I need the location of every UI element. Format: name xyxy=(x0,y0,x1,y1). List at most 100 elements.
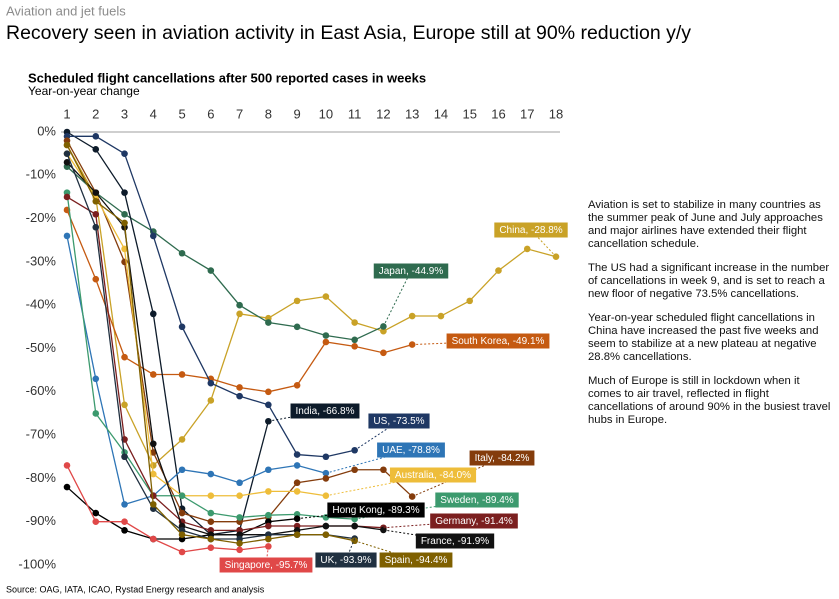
data-label: Hong Kong, -89.3% xyxy=(332,505,419,516)
y-tick-label: -80% xyxy=(26,470,57,485)
data-point xyxy=(236,546,243,554)
series-line xyxy=(66,235,327,506)
data-label: South Korea, -49.1% xyxy=(452,336,545,347)
notes: Aviation is set to stabilize in many cou… xyxy=(588,199,833,438)
data-point xyxy=(92,197,100,205)
data-point xyxy=(351,319,358,326)
data-point xyxy=(293,323,301,331)
y-tick-label: -10% xyxy=(26,167,57,182)
data-label-group: China, -28.8% xyxy=(494,222,568,238)
data-label: UK, -93.9% xyxy=(320,555,371,566)
data-point xyxy=(121,150,128,157)
data-point xyxy=(92,223,100,231)
data-point xyxy=(380,466,387,474)
data-label: UAE, -78.8% xyxy=(382,445,440,456)
data-point xyxy=(63,141,71,149)
data-point xyxy=(265,488,272,495)
x-tick-label: 2 xyxy=(92,106,99,121)
data-point xyxy=(207,379,215,387)
data-point xyxy=(207,544,215,551)
x-tick-label: 3 xyxy=(121,106,128,121)
data-point xyxy=(63,462,71,469)
data-point xyxy=(92,375,100,383)
leader-line xyxy=(383,520,475,529)
data-point xyxy=(293,382,301,389)
data-point xyxy=(149,310,157,318)
series-line xyxy=(66,465,269,553)
series-line xyxy=(66,140,413,523)
data-label-group: Spain, -94.4% xyxy=(379,552,453,568)
data-point xyxy=(265,543,272,550)
data-point xyxy=(92,133,100,140)
x-tick-label: 12 xyxy=(376,106,390,121)
data-point xyxy=(178,531,186,538)
x-tick-label: 9 xyxy=(294,106,301,121)
x-tick-label: 5 xyxy=(178,106,185,121)
data-point xyxy=(351,336,358,344)
data-point xyxy=(437,312,445,320)
y-tick-label: -30% xyxy=(26,253,57,268)
series-line xyxy=(66,192,355,520)
data-label-box xyxy=(435,492,519,508)
data-point xyxy=(322,522,330,530)
data-point xyxy=(236,479,243,487)
y-tick-label: -100% xyxy=(18,556,56,571)
data-point xyxy=(121,189,128,196)
data-label-box xyxy=(377,442,445,458)
data-point xyxy=(265,401,272,409)
data-point xyxy=(149,449,157,456)
y-tick-label: -60% xyxy=(26,383,57,398)
data-label-box xyxy=(389,467,477,483)
data-point xyxy=(92,410,100,417)
x-tick-label: 7 xyxy=(236,106,243,121)
data-point xyxy=(265,535,272,543)
data-label: Australia, -84.0% xyxy=(395,470,471,481)
data-point xyxy=(63,150,71,157)
data-label: Sweden, -89.4% xyxy=(440,495,513,506)
data-label-box xyxy=(327,502,425,518)
data-label-box xyxy=(368,413,430,429)
data-label-box xyxy=(446,333,550,349)
data-point xyxy=(495,267,502,274)
data-point xyxy=(92,210,100,218)
x-tick-label: 15 xyxy=(462,106,476,121)
data-point xyxy=(121,353,128,361)
data-point xyxy=(265,388,272,396)
y-tick-label: -50% xyxy=(26,340,57,355)
x-tick-label: 14 xyxy=(434,106,448,121)
header: Aviation and jet fuels xyxy=(6,3,126,18)
data-point xyxy=(380,327,387,335)
data-point xyxy=(149,371,157,378)
data-point xyxy=(236,540,243,547)
data-label-group: Japan, -44.9% xyxy=(373,263,449,279)
data-label-group: UK, -93.9% xyxy=(315,552,377,568)
note: Much of Europe is still in lockdown when… xyxy=(588,375,831,426)
data-point xyxy=(178,371,186,378)
x-tick-label: 1 xyxy=(63,106,70,121)
data-point xyxy=(265,522,272,530)
x-tick-label: 8 xyxy=(265,106,272,121)
data-point xyxy=(178,436,186,443)
x-tick-label: 11 xyxy=(348,106,362,121)
data-point xyxy=(351,466,358,474)
data-label-group: India, -66.8% xyxy=(290,403,360,419)
data-point xyxy=(121,245,128,253)
data-label: India, -66.8% xyxy=(296,406,355,417)
headline: Recovery seen in aviation activity in Ea… xyxy=(6,22,691,44)
data-label-box xyxy=(219,557,313,573)
y-tick-label: -40% xyxy=(26,297,57,312)
data-point xyxy=(92,518,100,525)
data-label-group: Italy, -84.2% xyxy=(469,450,535,466)
data-point xyxy=(293,531,301,538)
data-point xyxy=(149,440,157,448)
data-point xyxy=(178,466,186,474)
data-label-box xyxy=(469,450,535,466)
data-point xyxy=(293,297,301,305)
data-label: Japan, -44.9% xyxy=(379,266,444,277)
data-point xyxy=(236,310,243,318)
y-tick-label: -70% xyxy=(26,427,57,442)
series-line xyxy=(66,153,326,497)
note: Year-on-year scheduled flight cancellati… xyxy=(588,312,819,363)
data-point xyxy=(322,531,330,538)
